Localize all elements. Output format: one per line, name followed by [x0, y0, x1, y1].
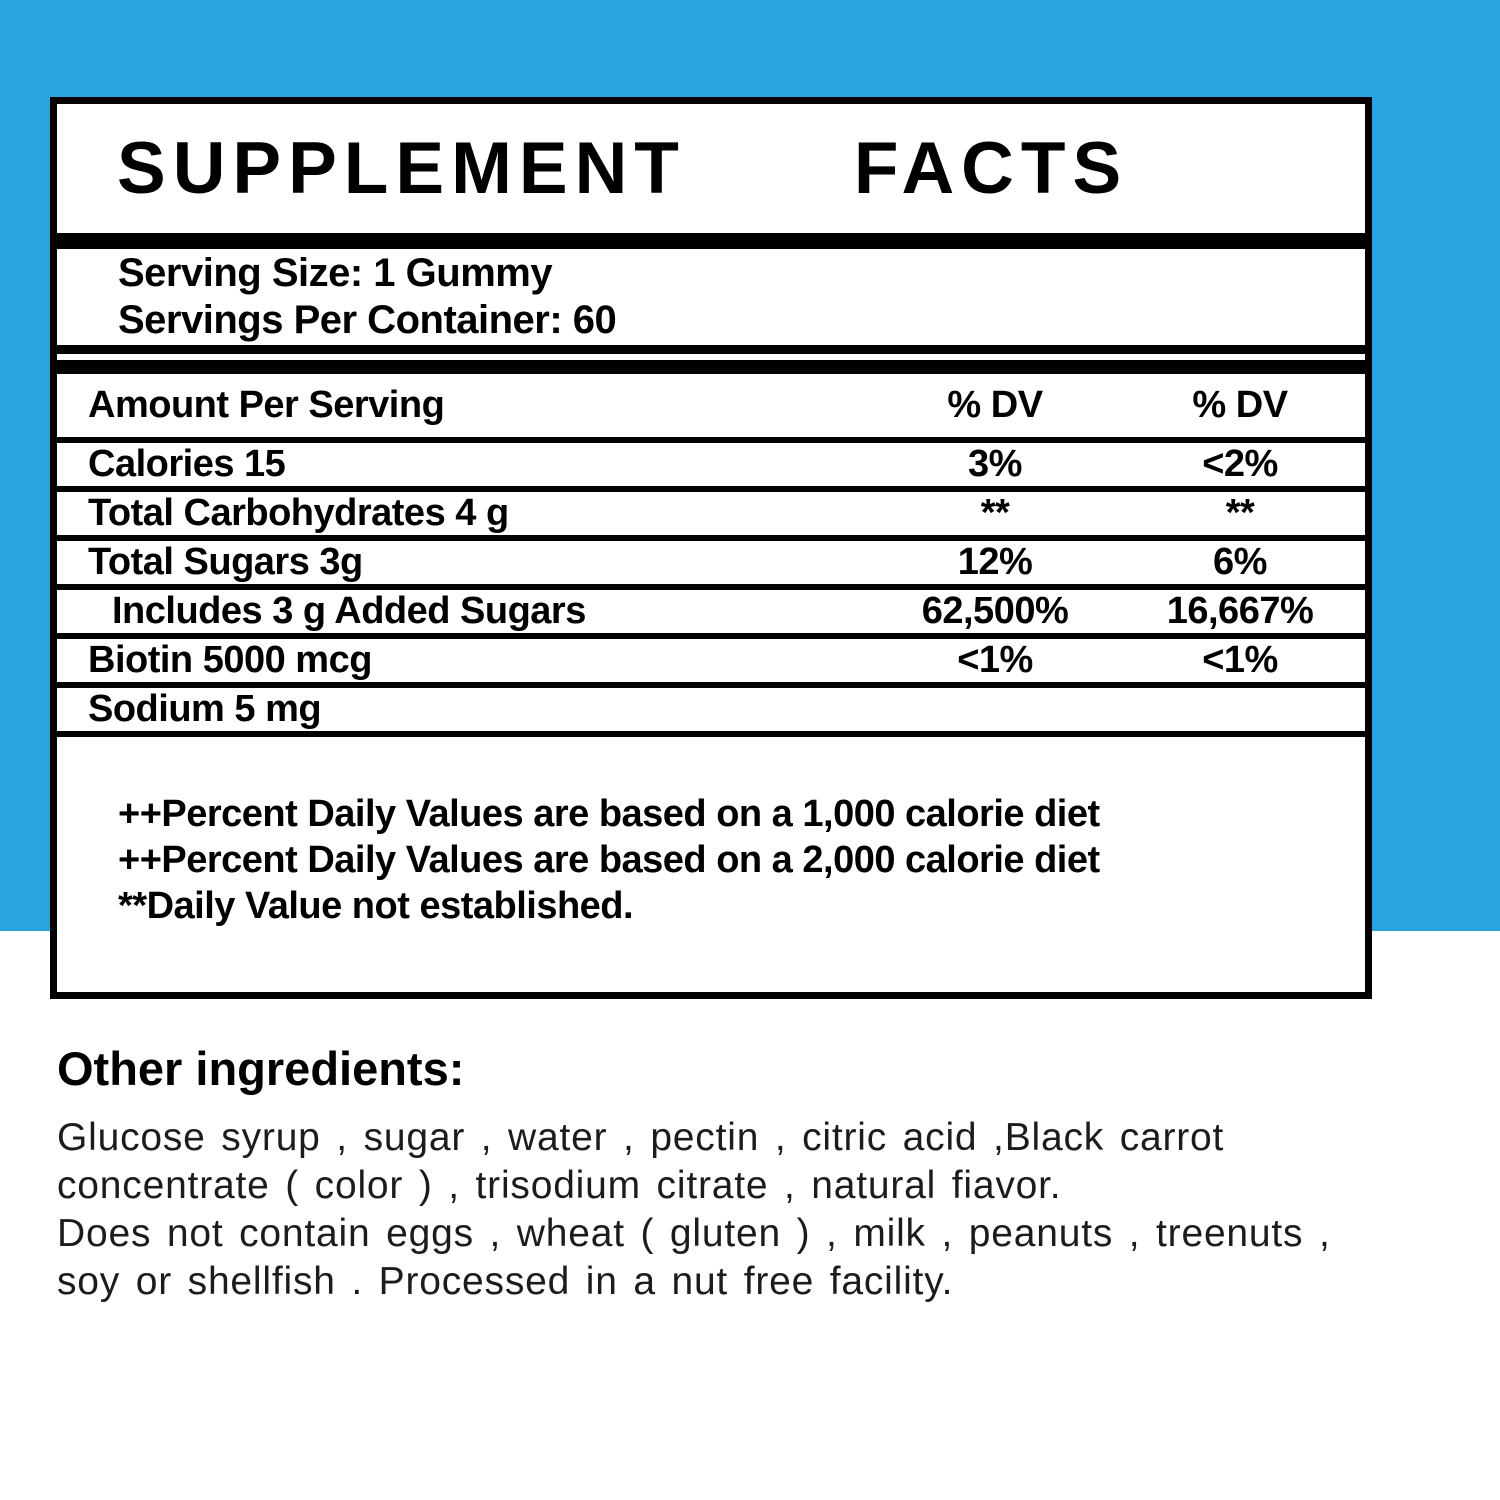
- nutrient-row-sodium: Sodium 5 mg: [57, 682, 1365, 731]
- other-ingredients-section: Other ingredients: Glucose syrup , sugar…: [57, 1041, 1457, 1306]
- nutrient-row-calories: Calories 15 3% <2%: [57, 437, 1365, 486]
- dv-value-2: **: [1225, 492, 1255, 534]
- allergen-line: Does not contain eggs , wheat ( gluten )…: [57, 1212, 1331, 1255]
- ingredients-line: Glucose syrup , sugar , water , pectin ,…: [57, 1116, 1225, 1159]
- dv-value-2: <2%: [1202, 443, 1278, 485]
- divider-gap: [57, 354, 1365, 360]
- dv-value-1: **: [980, 492, 1010, 534]
- dv-value-1: 62,500%: [921, 590, 1069, 632]
- dv-value-1: <1%: [957, 639, 1033, 681]
- table-header-row: Amount Per Serving % DV % DV: [57, 374, 1365, 437]
- title-word-supplement: SUPPLEMENT: [117, 128, 686, 209]
- nutrient-row-added-sugars: Includes 3 g Added Sugars 62,500% 16,667…: [57, 584, 1365, 633]
- supplement-facts-panel: SUPPLEMENT FACTS Serving Size: 1 Gummy S…: [50, 97, 1372, 999]
- nutrient-label: Total Carbohydrates 4 g: [88, 492, 509, 534]
- nutrient-label: Calories 15: [88, 443, 286, 485]
- dv-value-1: 3%: [968, 443, 1022, 485]
- serving-size-line: Serving Size: 1 Gummy: [118, 251, 553, 295]
- nutrient-row-total-sugars: Total Sugars 3g 12% 6%: [57, 535, 1365, 584]
- dv-column-header-2: % DV: [1192, 384, 1288, 426]
- dv-value-1: 12%: [957, 541, 1033, 583]
- nutrient-row-biotin: Biotin 5000 mcg <1% <1%: [57, 633, 1365, 682]
- other-ingredients-heading: Other ingredients:: [57, 1042, 465, 1095]
- panel-title: SUPPLEMENT FACTS: [57, 104, 1365, 233]
- allergen-line: soy or shellfish . Processed in a nut fr…: [57, 1260, 954, 1303]
- divider-thick-mid: [57, 360, 1365, 374]
- nutrient-row-total-carbohydrates: Total Carbohydrates 4 g ** **: [57, 486, 1365, 535]
- nutrient-label: Total Sugars 3g: [88, 541, 363, 583]
- divider-thin: [57, 345, 1365, 354]
- dv-value-2: 6%: [1213, 541, 1267, 583]
- servings-per-container-line: Servings Per Container: 60: [118, 298, 617, 342]
- footnotes: ++Percent Daily Values are based on a 1,…: [57, 731, 1365, 992]
- footnote-line-dv-not-established: **Daily Value not established.: [118, 885, 634, 927]
- dv-value-2: <1%: [1202, 639, 1278, 681]
- serving-info: Serving Size: 1 Gummy Servings Per Conta…: [57, 249, 1365, 345]
- dv-value-2: 16,667%: [1166, 590, 1314, 632]
- footnote-line-2000-calorie: ++Percent Daily Values are based on a 2,…: [118, 839, 1100, 881]
- title-word-facts: FACTS: [853, 128, 1129, 209]
- nutrient-label: Includes 3 g Added Sugars: [112, 590, 586, 632]
- footnote-line-1000-calorie: ++Percent Daily Values are based on a 1,…: [118, 793, 1100, 835]
- divider-thick-top: [57, 233, 1365, 249]
- nutrient-label: Biotin 5000 mcg: [88, 639, 372, 681]
- amount-per-serving-header: Amount Per Serving: [88, 384, 445, 426]
- dv-column-header-1: % DV: [947, 384, 1043, 426]
- nutrient-label: Sodium 5 mg: [88, 688, 322, 730]
- ingredients-line: concentrate ( color ) , trisodium citrat…: [57, 1164, 1062, 1207]
